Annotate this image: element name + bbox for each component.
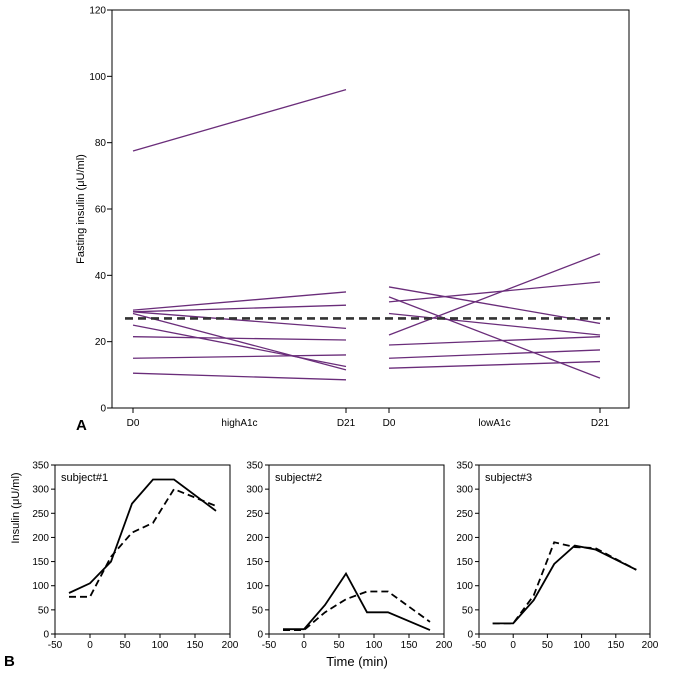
chart-b-ylabel: Insulin (μU/ml) [10,472,22,543]
chartB2-xtick-label: 100 [366,640,383,651]
chartB3-series-solid [492,544,637,625]
chart-a-xtick-label: D0 [383,418,396,429]
chart-a-ylabel: Fasting insulin (μU/ml) [75,154,87,264]
chartB3-xtick-label: 150 [607,640,624,651]
chartB3-xtick-label: 0 [510,640,516,651]
chartB2-ytick-label: 150 [246,557,263,568]
chartB1-xtick-label: 200 [222,640,239,651]
chart-a-subject-line [388,336,601,346]
chart-a-subject-line [388,296,601,379]
chart-a-subject-line [132,336,347,341]
chartB1-ytick-label: 300 [32,485,49,496]
chartB1-xtick-label: 50 [119,640,131,651]
chartB1-ytick-label: 200 [32,533,49,544]
chartB1-ytick-label: 100 [32,581,49,592]
chart-a-subject-line [388,286,601,325]
chart-a-subject-line [132,304,347,313]
chart-a-xtick-label: D0 [127,418,140,429]
chart-a-subject-line [388,281,601,303]
chartB3-ytick-label: 150 [456,557,473,568]
chart-a-marks: 0 20 40 60 80 100 120 D0 D21 D0 D21 highA1c lowA1c [89,6,610,429]
chartB3-plot-area [478,464,651,635]
chartB1-xtick-label: 100 [152,640,169,651]
chartB1-ytick-label: 50 [38,605,50,616]
chart-a-subject-line [388,312,601,336]
chartB2-ytick-label: 50 [252,605,264,616]
chart-a-xtick-label: D21 [591,418,610,429]
chartB3-ytick-label: 250 [456,509,473,520]
chart-a-subject-line [132,88,347,152]
chartB2-ytick-label: 300 [246,485,263,496]
chartB2-ytick-label: 350 [246,461,263,472]
chart-a-subject-line [132,312,347,371]
chartB2-xtick-label: 50 [333,640,345,651]
chartB2-series-solid [283,571,431,631]
chartB1-plot-area [54,464,231,635]
chart-a-group-label: highA1c [221,418,257,429]
chartB3-subject-label: subject#3 [485,472,532,484]
chartB3-ytick-label: 50 [462,605,474,616]
chart-a-ytick-label: 120 [89,6,106,17]
chartB1-xtick-label: 150 [187,640,204,651]
chartB3-ytick-label: 300 [456,485,473,496]
chartB2-ytick-label: 0 [257,630,263,641]
chart-a: Fasting insulin (μU/ml) A 0 20 40 60 80 100 12… [75,6,630,434]
chart-a-ytick-label: 80 [95,138,107,149]
chart-a-ytick-label: 0 [100,404,106,415]
chart-a-subject-line [132,372,347,381]
chartB2-subject-label: subject#2 [275,472,322,484]
chartB1-ytick-label: 250 [32,509,49,520]
chart-a-ytick-label: 60 [95,205,107,216]
chart-a-subject-line [388,349,601,359]
chart-a-subject-line [132,311,347,330]
chartB3-xtick-label: 200 [642,640,659,651]
chart-a-plot-area [111,9,630,409]
chartB2-xtick-label: 200 [436,640,453,651]
chart-a-subject-line [388,253,601,336]
chartB3-xtick-label: -50 [472,640,487,651]
chartB1-ytick-label: 350 [32,461,49,472]
chart-a-ytick-label: 100 [89,72,106,83]
chart-a-subject-line [132,324,347,368]
chart-a-group-label: lowA1c [478,418,510,429]
chartB3-ytick-label: 0 [467,630,473,641]
chartB3-xtick-label: 50 [542,640,554,651]
chart-a-subject-line [388,360,601,369]
chartB2-series-dashed [283,590,431,631]
chartB3-xtick-label: 100 [573,640,590,651]
chartB1-ytick-label: 150 [32,557,49,568]
chartB1-subject-label: subject#1 [61,472,108,484]
chart-a-xtick-label: D21 [337,418,356,429]
chartB1-series-solid [68,478,217,594]
chart-a-subject-line [132,291,347,311]
chartB1-xtick-label: -50 [48,640,63,651]
chart-b-xlabel: Time (min) [326,654,388,669]
chart-a-ytick-label: 20 [95,337,107,348]
chartB3-ytick-label: 100 [456,581,473,592]
chartB2-ytick-label: 200 [246,533,263,544]
chartB1-series-dashed [69,487,217,598]
chartB1-xtick-label: 0 [87,640,93,651]
chartB3-ytick-label: 350 [456,461,473,472]
chartB2-plot-area [268,464,445,635]
chartB2-xtick-label: 150 [401,640,418,651]
chartB2-xtick-label: -50 [262,640,277,651]
panel-a-label: A [76,417,87,434]
chart-a-subject-line [132,354,347,359]
chart-a-ytick-label: 40 [95,271,107,282]
chartB2-ytick-label: 250 [246,509,263,520]
chartB2-xtick-label: 0 [301,640,307,651]
chartB2-ytick-label: 100 [246,581,263,592]
chartB3-ytick-label: 200 [456,533,473,544]
panel-b-label: B [4,653,15,670]
chartB3-series-dashed [492,541,637,625]
chartB1-ytick-label: 0 [43,630,49,641]
